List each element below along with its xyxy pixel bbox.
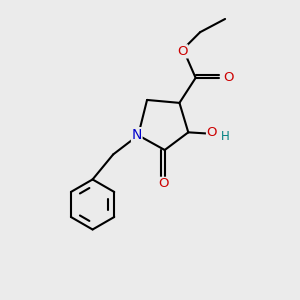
Text: O: O — [224, 71, 234, 84]
Text: O: O — [177, 45, 188, 58]
Text: O: O — [207, 126, 217, 139]
Text: O: O — [158, 177, 169, 190]
Text: N: N — [132, 128, 142, 142]
Text: H: H — [221, 130, 230, 143]
